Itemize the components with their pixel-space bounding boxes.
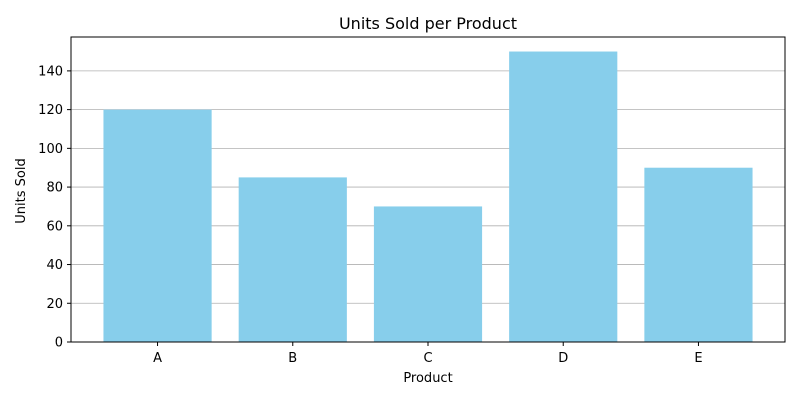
x-axis-label: Product	[403, 371, 452, 386]
bar-E	[644, 167, 753, 342]
y-tick-label: 80	[46, 181, 63, 196]
x-tick-label-A: A	[153, 351, 162, 366]
x-tick-label-C: C	[423, 351, 432, 366]
y-axis-ticks: 0 20 40 60 80 100 120 140	[38, 64, 71, 351]
y-tick-label: 100	[38, 142, 63, 157]
y-tick-label: 140	[38, 64, 63, 79]
x-axis-ticks: A B C D E	[153, 342, 703, 366]
x-tick-label-E: E	[694, 351, 702, 366]
y-tick-label: 0	[55, 336, 63, 351]
x-tick-label-B: B	[288, 351, 297, 366]
chart-title: Units Sold per Product	[339, 14, 517, 33]
x-tick-label-D: D	[558, 351, 568, 366]
bar-A	[103, 109, 212, 342]
bar-D	[509, 51, 618, 343]
bars	[103, 51, 753, 343]
y-tick-label: 40	[46, 258, 63, 273]
y-tick-label: 120	[38, 103, 63, 118]
y-axis-label: Units Sold	[14, 158, 29, 223]
y-tick-label: 60	[46, 219, 63, 234]
bar-C	[373, 206, 483, 342]
bar-B	[238, 177, 347, 342]
y-tick-label: 20	[46, 297, 63, 312]
